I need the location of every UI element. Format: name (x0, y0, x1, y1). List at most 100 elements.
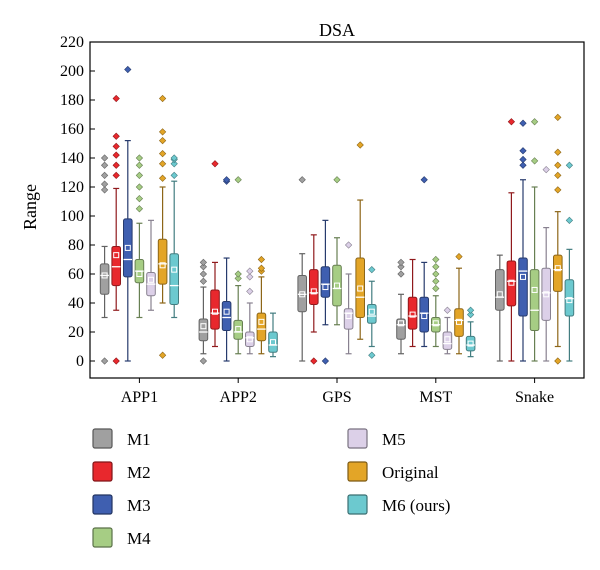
legend-item-m4: M4 (92, 527, 151, 548)
outlier-point (100, 357, 109, 365)
mean-marker (299, 291, 306, 298)
outlier-point (542, 165, 550, 174)
y-axis-title: Range (20, 184, 40, 230)
outlier-point (554, 148, 562, 156)
outlier-point (135, 194, 144, 203)
legend: M1 M2 M3 M4 M5 Original M6 (ours) (92, 428, 450, 548)
box-snake-m4 (529, 118, 540, 362)
box-gps-m2 (309, 234, 319, 365)
box-body (541, 267, 552, 321)
mean-marker (136, 271, 143, 277)
outlier-point (199, 258, 208, 267)
outlier-point (158, 160, 167, 168)
outlier-point (112, 132, 120, 140)
outlier-point (530, 118, 539, 126)
y-tick-label: 0 (76, 353, 84, 370)
outlier-point (112, 94, 120, 103)
outlier-point (397, 258, 405, 267)
outlier-point (135, 154, 144, 162)
box-body (123, 218, 133, 278)
box-snake-m6-ours- (564, 161, 575, 362)
y-tick-label: 100 (60, 208, 84, 225)
legend-swatch (347, 461, 368, 482)
mean-marker (270, 339, 276, 346)
outlier-point (199, 270, 208, 278)
box-app1-m5 (146, 219, 156, 311)
box-app2-original (256, 255, 267, 355)
outlier-point (100, 180, 109, 188)
outlier-point (420, 176, 428, 184)
outlier-point (135, 161, 144, 169)
y-tick-label: 40 (68, 295, 84, 312)
mean-marker (357, 285, 364, 292)
y-tick-label: 80 (68, 237, 84, 254)
mean-marker (334, 282, 340, 289)
legend-label: M4 (127, 529, 151, 548)
box-gps-original (355, 141, 365, 340)
outlier-point (333, 176, 341, 184)
y-tick-label: 200 (60, 63, 84, 80)
box-app1-m4 (134, 154, 145, 319)
outlier-point (100, 186, 109, 194)
box-body (198, 318, 209, 342)
mean-marker (398, 320, 404, 327)
box-body (442, 331, 453, 350)
mean-marker (258, 318, 265, 325)
outlier-point (234, 270, 242, 278)
outlier-point (356, 141, 364, 149)
legend-label: Original (382, 463, 439, 482)
mean-marker (223, 308, 230, 315)
outlier-point (397, 270, 405, 278)
box-body (245, 331, 255, 347)
outlier-point (170, 160, 178, 168)
mean-marker (124, 244, 131, 251)
mean-marker (368, 308, 375, 315)
plot-frame (89, 41, 585, 379)
legend-swatch (92, 494, 113, 515)
outlier-point (135, 205, 144, 213)
outlier-point (199, 263, 208, 271)
outlier-point (112, 151, 120, 159)
y-tick-label: 140 (60, 150, 84, 167)
box-app2-m6-ours- (268, 312, 278, 358)
mean-marker (531, 286, 538, 293)
box-body (355, 257, 365, 318)
plot-area: 0 20 40 60 80 100 120 140 160 180 200 220 APP1 APP2 GP… (60, 34, 585, 406)
legend-item-m6-ours: M6 (ours) (347, 494, 450, 515)
outlier-point (554, 186, 562, 194)
y-tick-label: 180 (60, 92, 84, 109)
legend-swatch (92, 527, 113, 548)
outlier-point (170, 171, 178, 180)
box-mst-original (454, 252, 464, 355)
outlier-point (519, 161, 527, 169)
x-tick-label: APP1 (121, 389, 158, 406)
box-gps-m5 (343, 241, 354, 355)
outlier-point (112, 171, 120, 180)
box-snake-m5 (541, 165, 552, 362)
outlier-point (158, 174, 167, 182)
outlier-point (135, 183, 144, 191)
outlier-point (507, 118, 516, 126)
outlier-point (246, 287, 254, 296)
box-body (157, 238, 168, 285)
outlier-point (298, 176, 306, 184)
mean-marker (444, 336, 451, 343)
outlier-point (368, 266, 376, 274)
outlier-point (112, 142, 120, 151)
box-body (256, 312, 267, 342)
outlier-point (246, 267, 254, 275)
outlier-point (100, 154, 109, 162)
mean-marker (421, 313, 428, 320)
outlier-point (554, 161, 562, 169)
box-app1-original (157, 94, 168, 359)
outlier-point (199, 277, 208, 285)
outlier-point (112, 357, 120, 365)
box-body (268, 331, 278, 353)
mean-marker (310, 288, 317, 295)
mean-marker (456, 318, 462, 325)
outlier-point (443, 306, 452, 314)
box-app2-m4 (233, 176, 243, 355)
box-body (495, 269, 505, 311)
outlier-point (135, 171, 144, 180)
